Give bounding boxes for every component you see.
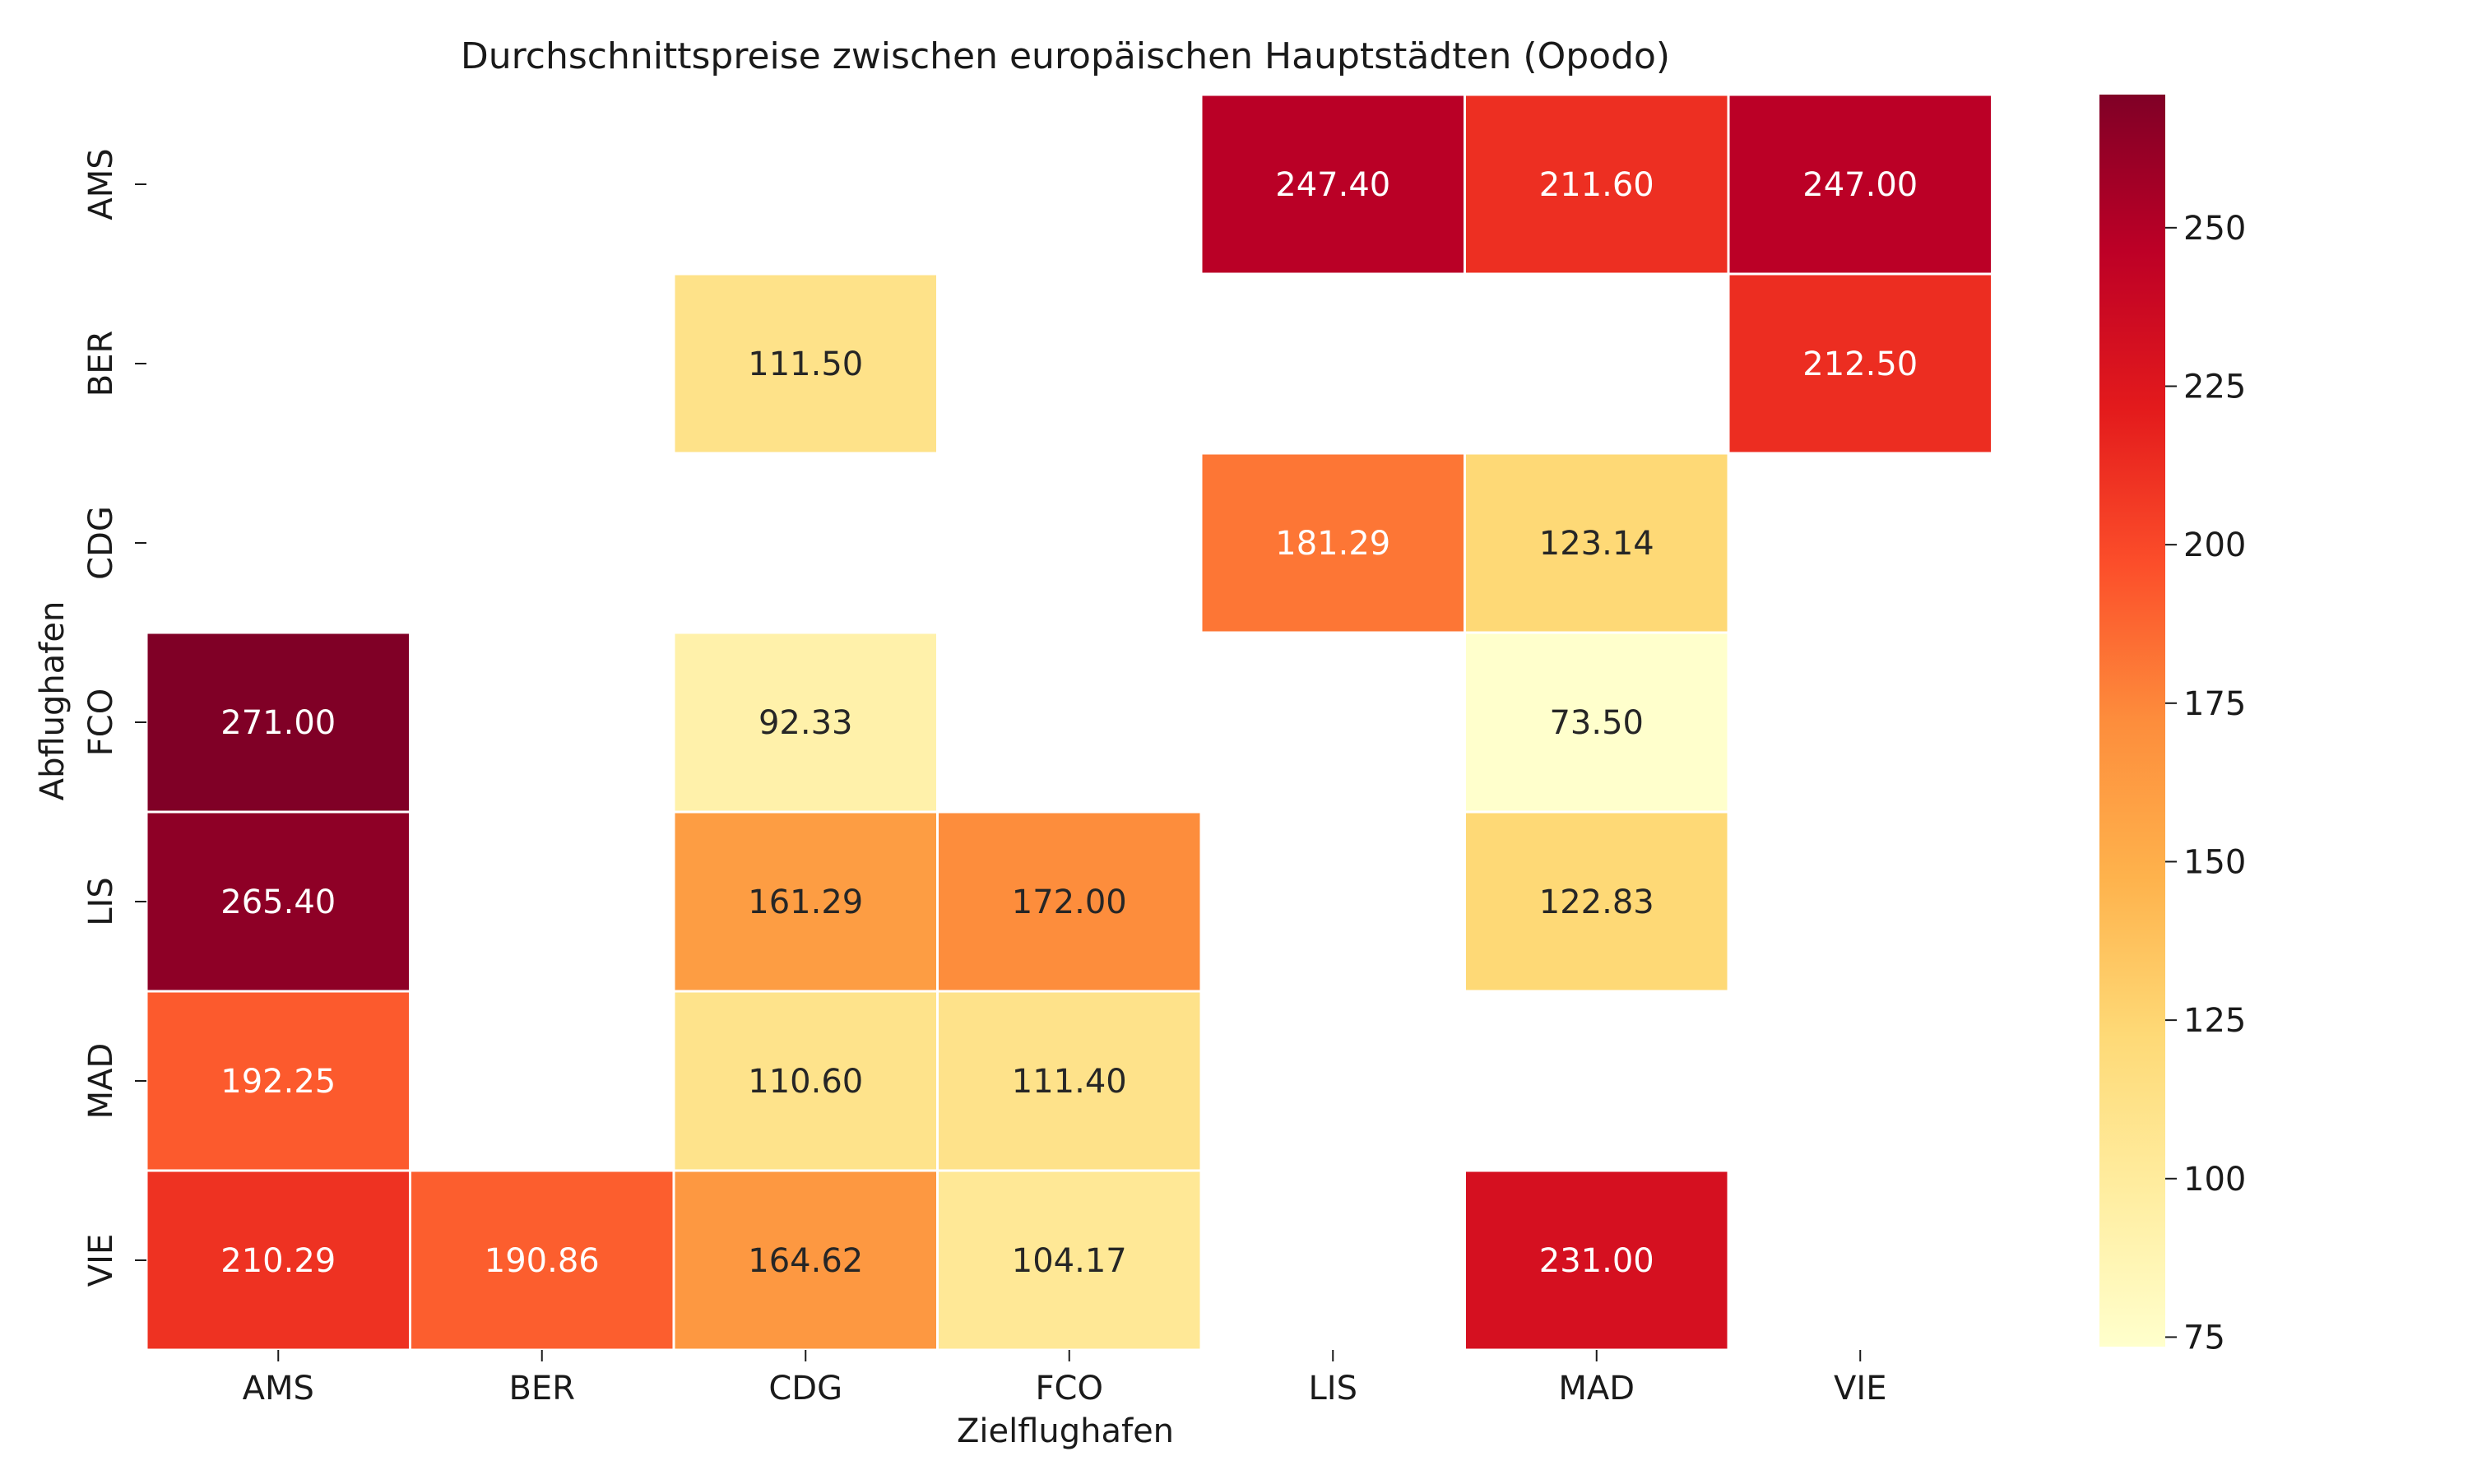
cell-value-label: 271.00 <box>220 704 336 742</box>
cell-value-label: 122.83 <box>1539 883 1654 921</box>
heatmap-cell <box>936 990 1203 1172</box>
x-axis-label: Zielflughafen <box>957 1412 1174 1450</box>
heatmap-cell <box>145 990 411 1172</box>
x-tick-label: VIE <box>1834 1370 1886 1407</box>
cell-value-label: 212.50 <box>1802 345 1918 383</box>
heatmap-cell <box>1727 272 1993 455</box>
cell-value-label: 190.86 <box>485 1242 600 1280</box>
x-tick-label: LIS <box>1309 1370 1357 1407</box>
heatmap-cell <box>672 272 939 455</box>
cell-value-label: 104.17 <box>1012 1242 1127 1280</box>
cell-value-label: 92.33 <box>758 704 853 742</box>
y-tick-label: MAD <box>82 1043 120 1120</box>
cell-value-label: 164.62 <box>748 1242 863 1280</box>
colorbar-tick-label: 75 <box>2183 1319 2225 1356</box>
heatmap-cell <box>936 1169 1203 1352</box>
heatmap-cell <box>1199 452 1466 634</box>
colorbar-tick-label: 100 <box>2183 1161 2246 1199</box>
cell-value-label: 265.40 <box>220 883 336 921</box>
heatmap-cell <box>1199 93 1466 276</box>
heatmap-cell <box>672 810 939 993</box>
colorbar-tick-label: 225 <box>2183 368 2246 406</box>
heatmap-cell <box>145 810 411 993</box>
cell-value-label: 73.50 <box>1549 704 1644 742</box>
heatmap-cells: 247.40 211.60 247.00 111.50 212.50 181.29 123.… <box>145 93 1993 1352</box>
cell-value-label: 161.29 <box>748 883 863 921</box>
x-tick-label: CDG <box>768 1370 842 1407</box>
heatmap-cell <box>936 810 1203 993</box>
heatmap-cell <box>1464 93 1730 276</box>
chart-title: Durchschnittspreise zwischen europäische… <box>461 35 1670 77</box>
y-axis-label: Abflughafen <box>34 601 72 801</box>
x-tick-label: MAD <box>1558 1370 1635 1407</box>
heatmap-cell <box>1464 1169 1730 1352</box>
heatmap-cell <box>672 990 939 1172</box>
y-tick-label: AMS <box>82 148 120 220</box>
cell-value-label: 211.60 <box>1539 166 1654 204</box>
heatmap-cell <box>409 1169 675 1352</box>
cell-value-label: 192.25 <box>220 1063 336 1101</box>
y-tick-label: BER <box>82 331 120 397</box>
heatmap-cell <box>1727 93 1993 276</box>
cell-value-label: 123.14 <box>1539 525 1654 563</box>
colorbar-tick-label: 250 <box>2183 210 2246 248</box>
y-axis: AMS BER CDG FCO LIS MAD VIE <box>82 148 146 1287</box>
cell-value-label: 110.60 <box>748 1063 863 1101</box>
heatmap-cell <box>672 1169 939 1352</box>
y-tick-label: VIE <box>82 1234 120 1287</box>
colorbar-gradient <box>2099 95 2165 1347</box>
cell-value-label: 111.50 <box>748 345 863 383</box>
y-tick-label: CDG <box>82 506 120 580</box>
cell-value-label: 172.00 <box>1012 883 1127 921</box>
y-tick-label: LIS <box>82 877 120 925</box>
cell-value-label: 181.29 <box>1275 525 1390 563</box>
cell-value-label: 247.40 <box>1275 166 1390 204</box>
cell-value-label: 210.29 <box>220 1242 336 1280</box>
colorbar-tick-label: 175 <box>2183 685 2246 723</box>
x-tick-label: AMS <box>243 1370 314 1407</box>
heatmap-cell <box>1464 810 1730 993</box>
colorbar: 75 100 125 150 175 200 225 250 <box>2099 95 2246 1356</box>
x-tick-label: FCO <box>1036 1370 1103 1407</box>
x-axis: AMS BER CDG FCO LIS MAD VIE <box>243 1350 1886 1407</box>
cell-value-label: 111.40 <box>1012 1063 1127 1101</box>
cell-value-label: 231.00 <box>1539 1242 1654 1280</box>
colorbar-tick-label: 150 <box>2183 843 2246 881</box>
x-tick-label: BER <box>508 1370 575 1407</box>
y-tick-label: FCO <box>82 689 120 756</box>
cell-value-label: 247.00 <box>1802 166 1918 204</box>
colorbar-tick-label: 125 <box>2183 1002 2246 1040</box>
colorbar-tick-label: 200 <box>2183 526 2246 564</box>
heatmap-cell <box>1464 631 1730 814</box>
